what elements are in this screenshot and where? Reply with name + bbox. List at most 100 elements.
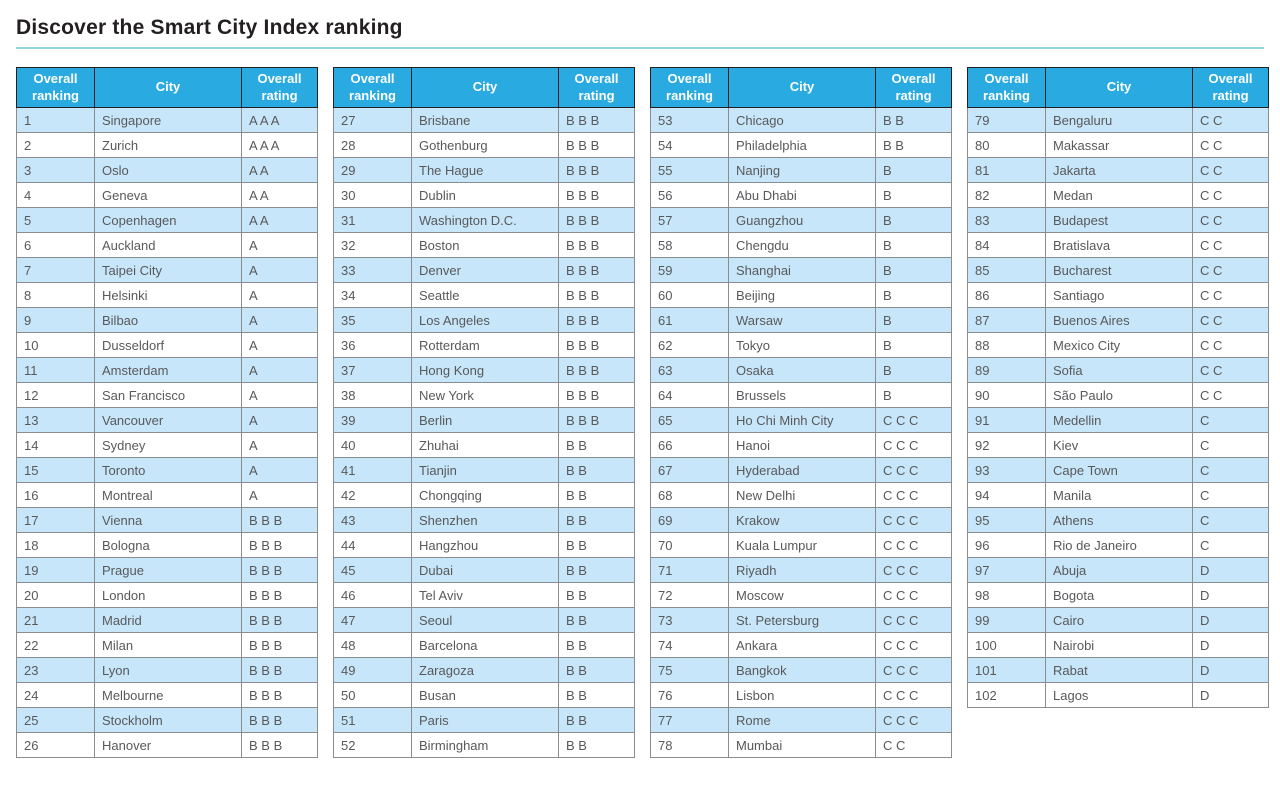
cell-overall-rating: C C C	[875, 482, 952, 508]
table-row: 51 Paris B B	[333, 707, 635, 733]
table-row: 40 Zhuhai B B	[333, 432, 635, 458]
table-row: 10 Dusseldorf A	[16, 332, 318, 358]
cell-overall-ranking: 67	[650, 457, 729, 483]
table-row: 15 Toronto A	[16, 457, 318, 483]
table-row: 83 Budapest C C	[967, 207, 1269, 233]
cell-city: Abuja	[1045, 557, 1193, 583]
table-row: 80 Makassar C C	[967, 132, 1269, 158]
table-row: 36 Rotterdam B B B	[333, 332, 635, 358]
cell-overall-rating: A	[241, 257, 318, 283]
column-header-city: City	[1045, 67, 1193, 108]
cell-overall-rating: B B	[558, 632, 635, 658]
table-row: 13 Vancouver A	[16, 407, 318, 433]
cell-overall-rating: A	[241, 282, 318, 308]
table-row: 35 Los Angeles B B B	[333, 307, 635, 333]
cell-city: Taipei City	[94, 257, 242, 283]
table-row: 98 Bogota D	[967, 582, 1269, 608]
table-row: 7 Taipei City A	[16, 257, 318, 283]
table-row: 41 Tianjin B B	[333, 457, 635, 483]
cell-overall-rating: C C	[1192, 282, 1269, 308]
table-row: 59 Shanghai B	[650, 257, 952, 283]
cell-city: Bilbao	[94, 307, 242, 333]
column-header-overall-rating: Overall rating	[875, 67, 952, 108]
table-row: 37 Hong Kong B B B	[333, 357, 635, 383]
cell-overall-ranking: 60	[650, 282, 729, 308]
table-row: 30 Dublin B B B	[333, 182, 635, 208]
cell-overall-ranking: 76	[650, 682, 729, 708]
table-row: 4 Geneva A A	[16, 182, 318, 208]
cell-overall-rating: B B	[558, 532, 635, 558]
cell-overall-ranking: 18	[16, 532, 95, 558]
cell-overall-rating: D	[1192, 682, 1269, 708]
table-row: 5 Copenhagen A A	[16, 207, 318, 233]
cell-overall-ranking: 79	[967, 107, 1046, 133]
cell-overall-rating: B B	[558, 557, 635, 583]
cell-overall-rating: C C	[1192, 182, 1269, 208]
cell-overall-rating: C	[1192, 507, 1269, 533]
cell-overall-ranking: 100	[967, 632, 1046, 658]
cell-overall-ranking: 50	[333, 682, 412, 708]
header-row: Overall ranking City Overall rating	[16, 67, 318, 108]
table-row: 74 Ankara C C C	[650, 632, 952, 658]
cell-overall-rating: A	[241, 382, 318, 408]
cell-city: Barcelona	[411, 632, 559, 658]
cell-city: Dusseldorf	[94, 332, 242, 358]
table-row: 62 Tokyo B	[650, 332, 952, 358]
cell-city: Cairo	[1045, 607, 1193, 633]
cell-city: Vienna	[94, 507, 242, 533]
table-row: 82 Medan C C	[967, 182, 1269, 208]
column-header-overall-rating: Overall rating	[241, 67, 318, 108]
cell-overall-ranking: 80	[967, 132, 1046, 158]
table-row: 94 Manila C	[967, 482, 1269, 508]
cell-city: Shanghai	[728, 257, 876, 283]
page-title: Discover the Smart City Index ranking	[16, 16, 403, 39]
cell-overall-ranking: 91	[967, 407, 1046, 433]
cell-overall-ranking: 87	[967, 307, 1046, 333]
cell-overall-ranking: 22	[16, 632, 95, 658]
cell-overall-ranking: 49	[333, 657, 412, 683]
cell-overall-ranking: 21	[16, 607, 95, 633]
table-row: 14 Sydney A	[16, 432, 318, 458]
cell-overall-ranking: 81	[967, 157, 1046, 183]
cell-overall-rating: C C C	[875, 632, 952, 658]
cell-city: Washington D.C.	[411, 207, 559, 233]
cell-overall-ranking: 61	[650, 307, 729, 333]
cell-overall-rating: A	[241, 232, 318, 258]
table-row: 76 Lisbon C C C	[650, 682, 952, 708]
cell-overall-ranking: 17	[16, 507, 95, 533]
cell-overall-ranking: 55	[650, 157, 729, 183]
table-row: 20 London B B B	[16, 582, 318, 608]
cell-city: Rabat	[1045, 657, 1193, 683]
table-row: 12 San Francisco A	[16, 382, 318, 408]
cell-overall-rating: B B B	[241, 682, 318, 708]
cell-overall-ranking: 16	[16, 482, 95, 508]
cell-city: Berlin	[411, 407, 559, 433]
cell-overall-rating: B	[875, 382, 952, 408]
cell-city: Brussels	[728, 382, 876, 408]
cell-city: Warsaw	[728, 307, 876, 333]
table-row: 101 Rabat D	[967, 657, 1269, 683]
smart-city-table-4: Overall ranking City Overall rating 79 Benga…	[967, 67, 1269, 708]
cell-overall-ranking: 39	[333, 407, 412, 433]
cell-overall-ranking: 13	[16, 407, 95, 433]
cell-city: Ho Chi Minh City	[728, 407, 876, 433]
cell-overall-ranking: 12	[16, 382, 95, 408]
cell-city: Milan	[94, 632, 242, 658]
cell-city: Nairobi	[1045, 632, 1193, 658]
smart-city-table-2: Overall ranking City Overall rating 27 Brisb…	[333, 67, 635, 758]
table-row: 73 St. Petersburg C C C	[650, 607, 952, 633]
cell-city: Birmingham	[411, 732, 559, 758]
table-row: 39 Berlin B B B	[333, 407, 635, 433]
cell-overall-rating: B	[875, 357, 952, 383]
table-row: 96 Rio de Janeiro C	[967, 532, 1269, 558]
cell-overall-ranking: 75	[650, 657, 729, 683]
cell-overall-ranking: 51	[333, 707, 412, 733]
cell-city: Bengaluru	[1045, 107, 1193, 133]
cell-overall-ranking: 19	[16, 557, 95, 583]
table-row: 54 Philadelphia B B	[650, 132, 952, 158]
cell-city: Buenos Aires	[1045, 307, 1193, 333]
table-row: 77 Rome C C C	[650, 707, 952, 733]
cell-overall-rating: A	[241, 307, 318, 333]
smart-city-table-3: Overall ranking City Overall rating 53 Chica…	[650, 67, 952, 758]
cell-overall-ranking: 59	[650, 257, 729, 283]
